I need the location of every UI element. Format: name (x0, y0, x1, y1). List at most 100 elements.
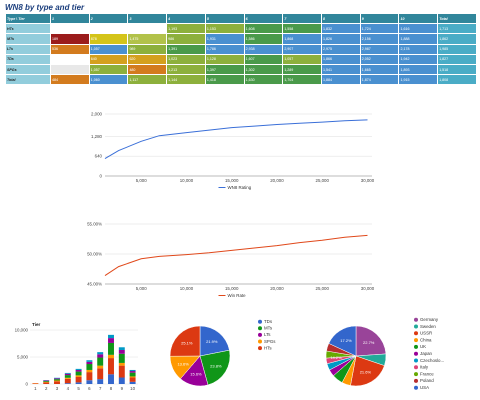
bar-segment (118, 349, 125, 354)
table-cell: 1,832 (321, 23, 361, 35)
table-cell (50, 23, 90, 35)
bar-segment (129, 381, 136, 384)
table-cell: 1,060 (88, 74, 129, 86)
slice-label: 15.6% (190, 372, 202, 377)
table-cell: 1,193 (166, 23, 206, 35)
pie-slice (328, 325, 357, 357)
win-rate-chart: 45.00% 50.00% 55.00% 5,000 10,000 15,000 20,00… (87, 222, 375, 299)
x-tick-label: 4 (67, 386, 70, 391)
table-row: SPGs 1,057 480 1,213 1,397 1,302 1,289 1,541 1,6… (5, 63, 477, 76)
legend-label: MTs (264, 326, 273, 331)
bar-segment (75, 376, 82, 383)
table-cell: 1,541 (321, 63, 361, 76)
row-header: LTs (5, 43, 51, 55)
y-tick-label: 5,000 (17, 355, 29, 360)
table-cell: 1,023 (166, 53, 206, 65)
x-tick-label: 9 (121, 386, 124, 391)
bar-segment (75, 382, 82, 384)
x-tick-label: 15,000 (225, 178, 239, 183)
bar-segment (86, 364, 93, 370)
slice-label: 17.2% (340, 338, 352, 343)
row-header: SPGs (5, 63, 51, 76)
bar-segment (54, 378, 60, 380)
legend-label: Poland (420, 378, 434, 383)
bar-segment (54, 377, 60, 379)
table-cell: 1,724 (359, 23, 400, 35)
table-cell: 2,938 (243, 43, 284, 55)
column-header: 7 (282, 12, 323, 25)
bar-segment (75, 368, 82, 370)
legend-label: China (420, 337, 432, 342)
legend-label: HTs (264, 345, 272, 350)
table-cell: 1,827 (437, 53, 477, 65)
legend-label: Czechoslo... (420, 358, 444, 363)
bar-segment (97, 368, 104, 380)
table-cell: 1,874 (359, 74, 400, 86)
pie-slice (199, 325, 230, 357)
table-cell: 1,931 (204, 33, 245, 45)
bar-segment (64, 378, 71, 384)
tier-bar-chart: Tier 0 5,000 10,000 1 2 3 4 5 6 7 8 9 10 (15, 322, 138, 391)
table-cell: 1,915 (398, 74, 439, 86)
legend-label: WN8 Rating (228, 185, 252, 190)
table-cell: 1,862 (437, 33, 477, 45)
y-tick-label: 50.00% (87, 252, 102, 257)
table-cell: 1,786 (204, 43, 245, 55)
bar-segment (118, 362, 125, 366)
x-tick-label: 3 (56, 386, 59, 391)
table-cell: 2,907 (282, 43, 323, 55)
y-tick-label: 2,000 (91, 112, 103, 117)
x-tick-label: 20,000 (270, 178, 284, 183)
table-cell: 1,144 (166, 74, 206, 86)
bar-segment (64, 383, 71, 384)
pie-slice (170, 325, 201, 357)
y-tick-label: 1,280 (91, 134, 103, 139)
table-cell: 1,586 (243, 33, 284, 45)
legend-label: Italy (420, 365, 429, 370)
table-cell (88, 23, 129, 35)
bar-segment (43, 380, 50, 382)
row-header: MTs (5, 33, 51, 45)
bar-segment (118, 353, 125, 363)
table-cell: 1,289 (282, 63, 323, 76)
legend-swatch (414, 378, 418, 383)
column-header: 3 (127, 12, 168, 25)
table-cell: 2,975 (321, 43, 361, 55)
y-tick-label: 45.00% (87, 282, 102, 287)
column-header: 5 (204, 12, 245, 25)
legend-label: UK (420, 344, 426, 349)
table-cell: 1,616 (398, 23, 439, 35)
row-header: HTs (5, 23, 51, 35)
legend-label: USA (420, 385, 429, 390)
x-tick-label: 1 (34, 386, 37, 391)
table-cell: 1,302 (243, 63, 284, 76)
table-cell: 1,397 (204, 63, 245, 76)
wn8-rating-chart: 0 640 1,280 2,000 5,000 10,000 15,000 20,000 25,… (91, 112, 375, 191)
legend-swatch (258, 346, 262, 351)
bar-segment (64, 372, 71, 374)
table-cell (50, 53, 90, 65)
x-tick-label: 10,000 (180, 286, 194, 291)
x-tick-label: 2 (45, 386, 48, 391)
table-cell: 1,213 (166, 63, 206, 76)
bar-segment (118, 347, 125, 350)
table-cell: 986 (166, 33, 206, 45)
legend-swatch (414, 344, 418, 349)
bar-segment (54, 380, 60, 382)
table-cell: 1,665 (359, 63, 400, 76)
legend-swatch (258, 319, 262, 324)
column-header: 1 (50, 12, 90, 25)
table-cell: 1,518 (437, 63, 477, 76)
table-cell: 1,893 (398, 63, 439, 76)
bar-segment (108, 358, 114, 375)
slice-label: 14.2% (330, 355, 342, 360)
legend-swatch (414, 351, 418, 356)
table-cell: 1,826 (321, 33, 361, 45)
bar-segment (86, 372, 93, 381)
bar-segment (86, 369, 93, 373)
bar-segment (86, 360, 93, 362)
column-header: 9 (359, 12, 400, 25)
legend-swatch (414, 372, 418, 377)
legend-swatch (414, 358, 418, 363)
column-header: 10 (398, 12, 439, 25)
